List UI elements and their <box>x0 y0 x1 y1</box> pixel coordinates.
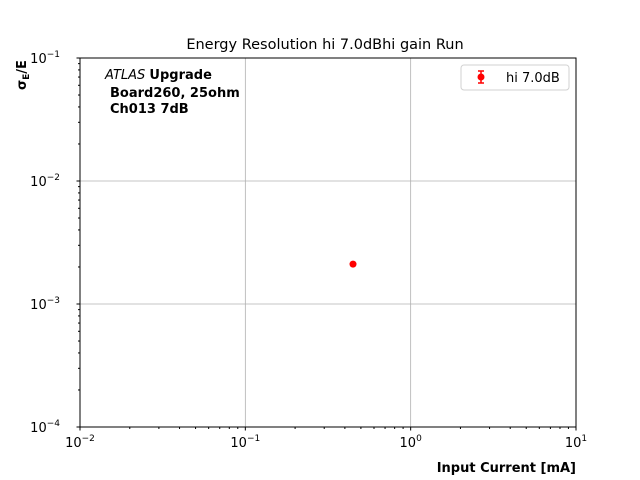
y-tick-base: 10 <box>30 298 47 313</box>
y-tick-label: 10−3 <box>30 296 60 313</box>
y-tick-label: 10−4 <box>30 419 60 436</box>
data-point <box>349 260 357 268</box>
x-tick-exp: 0 <box>416 434 422 444</box>
x-tick-base: 10 <box>565 436 582 451</box>
y-tick-exp: −4 <box>47 419 61 429</box>
x-tick-label: 100 <box>400 434 423 451</box>
x-tick-base: 10 <box>65 436 82 451</box>
x-tick-base: 10 <box>230 436 247 451</box>
y-tick-label: 10−1 <box>30 50 60 67</box>
x-tick-exp: 1 <box>581 434 587 444</box>
y-tick-label: 10−2 <box>30 173 60 190</box>
legend-marker <box>477 73 485 81</box>
svg-text:ATLAS Upgrade: ATLAS Upgrade <box>104 68 212 83</box>
y-label-sigma: σ <box>15 80 30 90</box>
legend: hi 7.0dB <box>460 64 570 91</box>
atlas-annotation: ATLAS Upgrade Board260, 25ohm Ch013 7dB <box>104 68 240 117</box>
x-tick-label: 10−1 <box>230 434 260 451</box>
x-tick-exp: −1 <box>247 434 260 444</box>
atlas-label: ATLAS <box>104 68 145 83</box>
chart-title: Energy Resolution hi 7.0dBhi gain Run <box>186 37 463 53</box>
plot-frame <box>79 57 577 428</box>
y-tick-base: 10 <box>30 421 47 436</box>
y-tick-exp: −3 <box>47 296 60 306</box>
y-tick-base: 10 <box>30 52 47 67</box>
y-axis-label: σE/E <box>15 60 32 90</box>
data-points <box>349 260 357 268</box>
y-label-tail: /E <box>15 60 30 74</box>
x-tick-label: 101 <box>565 434 587 451</box>
legend-box <box>460 64 570 91</box>
y-label-sub: E <box>22 74 32 80</box>
y-tick-exp: −2 <box>47 173 60 183</box>
channel-label: Ch013 7dB <box>110 102 189 117</box>
x-axis-label: Input Current [mA] <box>437 461 576 476</box>
upgrade-label: Upgrade <box>149 68 212 83</box>
x-tick-exp: −2 <box>82 434 95 444</box>
x-tick-label: 10−2 <box>65 434 95 451</box>
y-tick-base: 10 <box>30 175 47 190</box>
board-label: Board260, 25ohm <box>110 86 240 101</box>
x-tick-base: 10 <box>400 436 417 451</box>
legend-label: hi 7.0dB <box>506 71 560 86</box>
y-tick-exp: −1 <box>47 50 60 60</box>
